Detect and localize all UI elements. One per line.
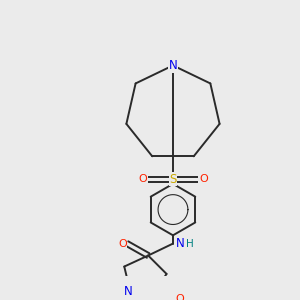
Text: N: N [176,237,185,250]
Text: O: O [118,238,127,249]
Text: O: O [138,174,147,184]
Text: N: N [169,59,177,72]
Text: O: O [175,294,184,300]
Text: S: S [169,173,177,186]
Text: N: N [124,285,132,298]
Text: O: O [199,174,208,184]
Text: H: H [186,239,194,250]
